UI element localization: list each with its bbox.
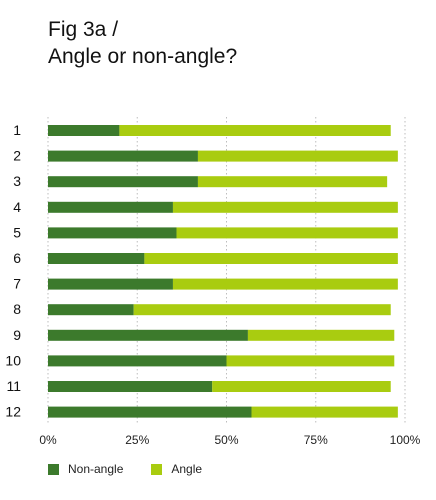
title-line-1: Fig 3a / [48,18,119,41]
legend-item-angle: Angle [151,462,202,476]
legend-item-non-angle: Non-angle [48,462,123,476]
category-label: 10 [5,352,21,368]
category-label: 2 [13,148,21,164]
category-label: 8 [13,301,21,317]
chart-title: Fig 3a / Angle or non-angle? [48,16,237,70]
chart-legend: Non-angle Angle [48,462,230,476]
category-label: 1 [13,122,21,138]
bar-non-angle [48,176,198,188]
x-tick-label: 50% [214,433,238,447]
legend-label-non-angle: Non-angle [68,462,124,476]
bar-non-angle [48,201,173,213]
bar-non-angle [48,150,198,162]
legend-swatch-non-angle [48,463,59,475]
category-label: 6 [13,250,21,266]
bar-angle [197,176,388,188]
category-label: 4 [13,199,21,215]
x-tick-label: 100% [390,433,421,447]
bar-angle [197,150,398,162]
legend-label-angle: Angle [171,462,203,476]
x-tick-label: 25% [125,433,149,447]
bar-angle [251,406,398,418]
bar-angle [144,253,398,264]
category-label: 5 [13,224,21,240]
bar-angle [119,125,391,136]
bar-angle [172,201,398,213]
category-label: 11 [6,378,21,394]
bar-non-angle [48,125,120,136]
title-line-2: Angle or non-angle? [48,45,238,68]
x-tick-label: 0% [39,433,57,447]
category-label: 9 [13,327,21,343]
bar-non-angle [48,329,248,341]
category-label: 12 [5,404,21,420]
category-label: 7 [13,276,21,292]
bar-non-angle [48,355,227,367]
category-label: 3 [13,173,21,189]
bar-non-angle [48,278,173,290]
bar-angle [176,227,398,239]
bar-angle [133,304,391,316]
bar-non-angle [48,406,252,418]
legend-swatch-angle [151,463,163,475]
bar-angle [172,278,398,290]
bar-angle [212,381,391,392]
bar-non-angle [48,253,145,264]
x-tick-label: 75% [304,433,328,447]
bar-non-angle [48,381,213,392]
bar-angle [247,329,395,341]
bar-non-angle [48,304,134,316]
bar-non-angle [48,227,177,239]
bar-angle [226,355,395,367]
